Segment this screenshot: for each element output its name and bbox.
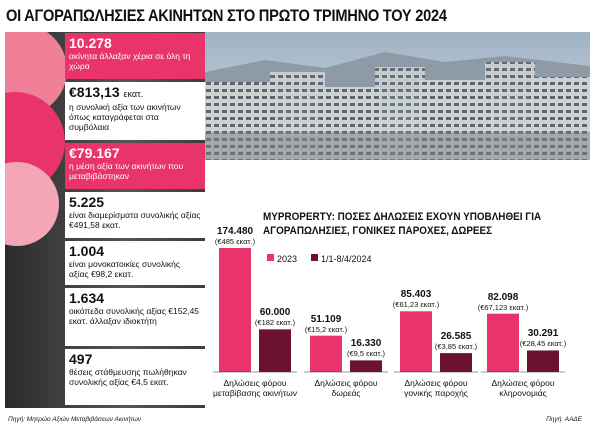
legend-swatch xyxy=(267,254,274,261)
stat-value: €79.167 xyxy=(69,145,120,161)
value-label: 26.585 (€3,85 εκατ.) xyxy=(428,331,484,351)
x-tick-label: Δηλώσεις φόρου δωρεάς xyxy=(314,378,378,398)
value-text: 30.291 xyxy=(527,328,559,340)
stat-box: 1.634 οικόπεδα συνολικής αξίας €152,45 εκ… xyxy=(65,288,205,346)
value-text: 51.109 xyxy=(310,313,342,325)
chart-svg xyxy=(213,248,565,373)
stat-box: 10.278 ακίνητα άλλαξαν χέρια σε όλη τη χώ… xyxy=(65,33,205,79)
stat-number: €79.167 xyxy=(69,146,201,161)
value-label: 60.000 (€182 εκατ.) xyxy=(247,307,303,327)
amount-text: (€61,23 εκατ.) xyxy=(392,300,440,310)
stat-text: θέσεις στάθμευσης πωλήθηκαν συνολικής αξ… xyxy=(69,367,187,387)
stat-box: 1.004 είναι μονοκατοικίες συνολικής αξίας… xyxy=(65,241,205,285)
x-tick-label: Δηλώσεις φόρου μεταβίβασης ακινήτων xyxy=(213,378,298,398)
amount-text: (€9,5 εκατ.) xyxy=(346,349,386,359)
legend-label: 1/1-8/4/2024 xyxy=(321,254,372,264)
bar xyxy=(350,360,382,372)
stat-unit: εκατ. xyxy=(123,89,144,99)
bar xyxy=(527,350,559,372)
x-tick-label: Δηλώσεις φόρου κληρονομιάς xyxy=(491,378,555,398)
value-text: 82.098 xyxy=(487,291,519,303)
stat-number: 497 xyxy=(69,352,201,367)
bar xyxy=(440,353,472,372)
value-label: 85.403 (€61,23 εκατ.) xyxy=(388,289,444,309)
stat-value: €813,13 xyxy=(69,84,120,100)
source-left: Πηγή: Μητρώο Αξιών Μεταβιβάσεων Ακινήτων xyxy=(8,416,142,423)
bar xyxy=(400,311,432,372)
value-label: 51.109 (€15,2 εκατ.) xyxy=(298,314,354,334)
stat-box: €813,13 εκατ. η συνολική αξία των ακινήτω… xyxy=(65,82,205,140)
legend-swatch xyxy=(311,254,318,261)
stat-value: 5.225 xyxy=(69,194,105,210)
amount-text: (€15,2 εκατ.) xyxy=(304,324,348,334)
legend-label: 2023 xyxy=(277,254,298,264)
chart: MYPROPERTY: ΠΟΣΕΣ ΔΗΛΩΣΕΙΣ ΕΧΟΥΝ ΥΠΟΒΛΗΘ… xyxy=(205,160,590,415)
city-photo xyxy=(205,32,590,160)
stat-number: 10.278 xyxy=(69,36,201,51)
stat-text: είναι μονοκατοικίες συνολικής αξίας €98,… xyxy=(69,259,180,279)
stat-value: 1.004 xyxy=(69,243,105,259)
amount-text: (€485 εκατ.) xyxy=(214,237,256,246)
stat-number: 1.004 xyxy=(69,244,201,259)
stat-text: ακίνητα άλλαξαν χέρια σε όλη τη χώρα xyxy=(69,51,191,71)
stat-text: οικόπεδα συνολικής αξίας €152,45 εκατ. ά… xyxy=(69,306,200,326)
bar xyxy=(259,329,291,372)
stat-value: 497 xyxy=(69,351,93,367)
stat-box: 497 θέσεις στάθμευσης πωλήθηκαν συνολικής… xyxy=(65,349,205,405)
x-tick-label: Δηλώσεις φόρου γονικής παροχής xyxy=(404,378,468,398)
stat-box: €79.167 η μέση αξία των ακινήτων που μετα… xyxy=(65,143,205,189)
value-label: 16.330 (€9,5 εκατ.) xyxy=(338,338,394,358)
value-label: 82.098 (€67,123 εκατ.) xyxy=(475,292,531,312)
stat-value: 1.634 xyxy=(69,290,105,306)
value-text: 174.480 xyxy=(216,226,254,237)
source-right: Πηγή: ΑΑΔΕ xyxy=(546,416,582,423)
value-text: 60.000 xyxy=(259,307,291,319)
amount-text: (€182 εκατ.) xyxy=(254,318,296,328)
value-label: 30.291 (€28,45 εκατ.) xyxy=(515,328,571,348)
value-text: 16.330 xyxy=(350,338,382,350)
amount-text: (€67,123 εκατ.) xyxy=(477,302,529,312)
value-label: 174.480 (€485 εκατ.) xyxy=(207,226,263,246)
stat-number: 1.634 xyxy=(69,291,201,306)
stats-panel: 10.278 ακίνητα άλλαξαν χέρια σε όλη τη χώ… xyxy=(5,32,205,408)
stat-box: 5.225 είναι διαμερίσματα συνολικής αξίας … xyxy=(65,192,205,238)
bar xyxy=(310,335,342,372)
stat-value: 10.278 xyxy=(69,35,112,51)
amount-text: (€3,85 εκατ.) xyxy=(434,342,478,352)
amount-text: (€28,45 εκατ.) xyxy=(519,339,567,349)
stat-number: 5.225 xyxy=(69,195,201,210)
stat-text: η συνολική αξία των ακινήτων όπως καταγρ… xyxy=(69,102,181,132)
stat-text: είναι διαμερίσματα συνολικής αξίας €491,… xyxy=(69,210,201,230)
chart-title: MYPROPERTY: ΠΟΣΕΣ ΔΗΛΩΣΕΙΣ ΕΧΟΥΝ ΥΠΟΒΛΗΘ… xyxy=(263,211,542,237)
photo-art xyxy=(205,32,590,160)
stat-number: €813,13 εκατ. xyxy=(69,85,201,102)
bar xyxy=(219,248,251,372)
stat-text: η μέση αξία των ακινήτων που μεταβιβάστη… xyxy=(69,161,184,181)
title: ΟΙ ΑΓΟΡΑΠΩΛΗΣΙΕΣ ΑΚΙΝΗΤΩΝ ΣΤΟ ΠΡΩΤΟ ΤΡΙΜ… xyxy=(6,6,447,25)
bar xyxy=(487,313,519,372)
value-text: 85.403 xyxy=(400,289,432,301)
value-text: 26.585 xyxy=(440,331,472,343)
